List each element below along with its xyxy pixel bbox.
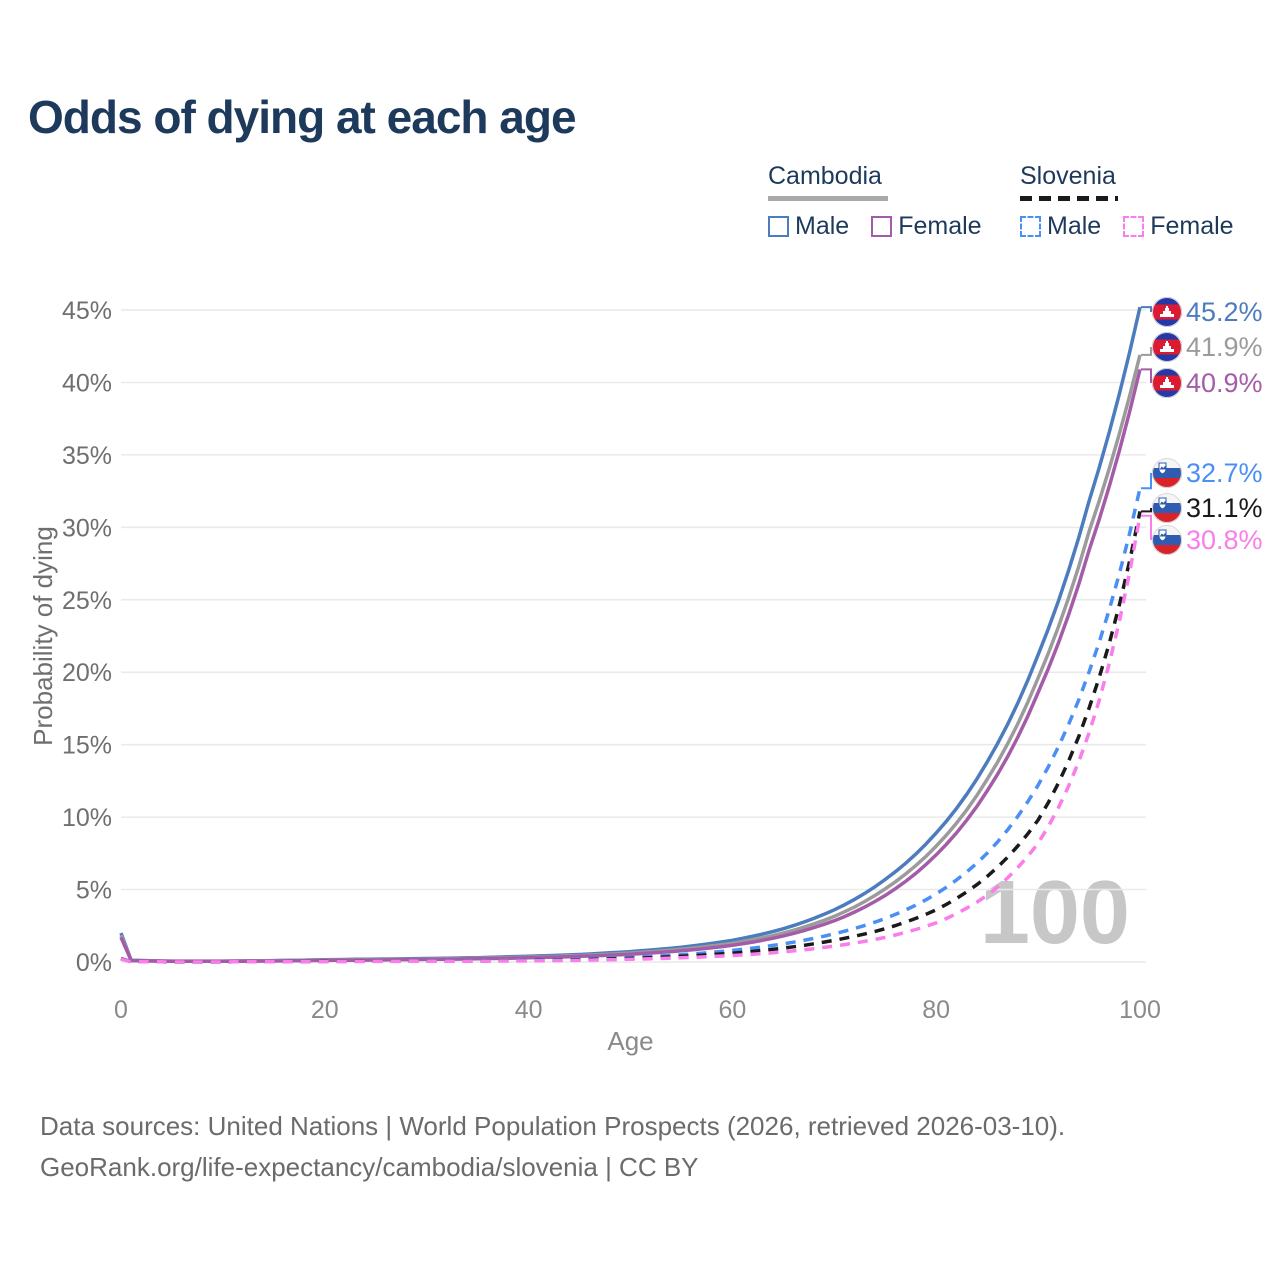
slovenia-male-swatch-icon [1020,216,1041,237]
y-tick-label: 35% [62,442,112,470]
legend-item-label: Female [1150,212,1234,240]
end-label-connector [1141,473,1152,490]
x-tick-label: 60 [718,996,746,1024]
slovenia-line-style-swatch [1020,196,1118,201]
legend-item-label: Male [795,212,850,240]
x-tick-label: 100 [1119,996,1161,1024]
line-cambodia-both-sexes [119,354,1142,963]
end-value-label: 30.8% [1186,525,1263,555]
y-tick-label: 0% [76,949,112,977]
line-slovenia-female [120,515,1142,964]
end-label-connector [1141,368,1152,383]
y-tick-label: 15% [62,732,112,760]
end-value-label: 45.2% [1186,297,1263,327]
data-sources-text: Data sources: United Nations | World Pop… [40,1111,1066,1141]
x-tick-label: 80 [922,996,950,1024]
cambodia-female-swatch-icon [871,216,893,237]
legend-group-cambodia[interactable]: Cambodia Male Female [768,162,1004,241]
legend: Cambodia Male Female Slovenia Male [0,162,1280,242]
line-cambodia-male [119,306,1142,963]
y-tick-label: 5% [76,877,112,905]
line-cambodia-female [119,368,1142,964]
legend-item-label: Female [898,212,982,240]
cambodia-line-style-swatch [768,196,888,201]
y-tick-label: 30% [62,514,112,542]
cambodia-flag-icon [1152,332,1182,362]
end-value-label: 32.7% [1186,458,1263,488]
x-tick-label: 40 [515,996,543,1024]
y-axis-title: Probability of dying [28,526,58,746]
end-label-connector [1141,306,1152,312]
y-tick-label: 20% [62,659,112,687]
slovenia-flag-icon [1152,493,1182,523]
legend-item-slovenia-male[interactable]: Male [1020,212,1101,241]
legend-group-slovenia[interactable]: Slovenia Male Female [1020,162,1256,241]
end-label-connector [1141,508,1152,513]
slovenia-flag-icon [1152,458,1182,488]
end-value-label: 40.9% [1186,368,1263,398]
slovenia-female-swatch-icon [1123,216,1145,237]
y-tick-label: 40% [62,369,112,397]
end-value-label: 31.1% [1186,493,1263,523]
page-title: Odds of dying at each age [28,91,577,143]
line-slovenia-both-sexes [120,511,1142,964]
x-tick-label: 0 [114,996,128,1024]
end-value-label: 41.9% [1186,332,1263,362]
x-tick-label: 20 [311,996,339,1024]
x-axis-title: Age [607,1026,653,1056]
age-counter-watermark: 100 [979,863,1130,963]
legend-country-name: Slovenia [1020,162,1116,190]
slovenia-flag-icon [1152,525,1182,555]
y-tick-label: 25% [62,587,112,615]
cambodia-flag-icon [1152,368,1182,398]
legend-item-cambodia-male[interactable]: Male [768,212,849,241]
y-tick-label: 10% [62,804,112,832]
line-slovenia-male [120,487,1142,964]
end-label-connector [1141,347,1152,356]
cambodia-flag-icon [1152,297,1182,327]
attribution-text: GeoRank.org/life-expectancy/cambodia/slo… [40,1152,699,1182]
footer: Data sources: United Nations | World Pop… [40,1106,1065,1188]
legend-item-cambodia-female[interactable]: Female [871,212,982,241]
legend-item-slovenia-female[interactable]: Female [1123,212,1234,241]
legend-item-label: Male [1047,212,1102,240]
end-label-connector [1141,514,1152,540]
cambodia-male-swatch-icon [768,216,789,237]
y-tick-label: 45% [62,297,112,325]
legend-country-name: Cambodia [768,162,882,190]
